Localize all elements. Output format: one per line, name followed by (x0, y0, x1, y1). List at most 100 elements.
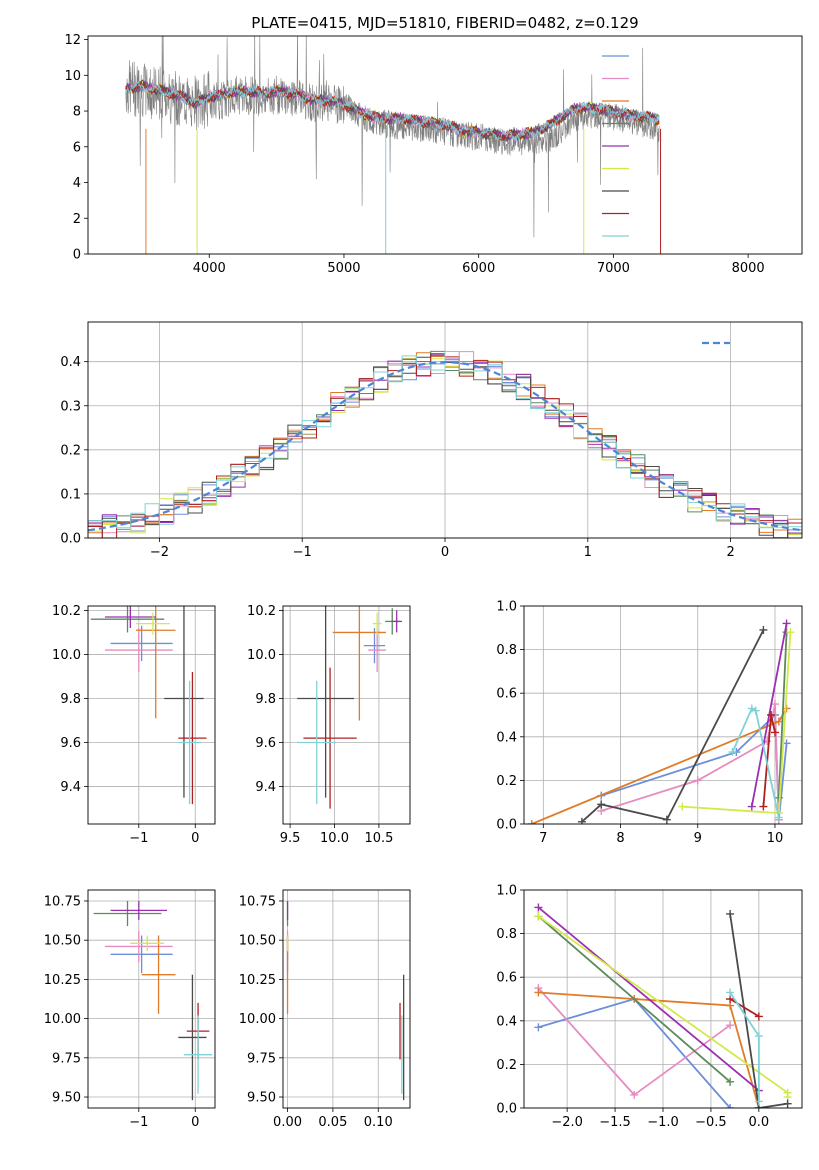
axes-frame (523, 605, 803, 825)
weight-marker (678, 802, 687, 811)
plot-area (90, 606, 207, 805)
histogram-kroupa-stelib-line (88, 351, 802, 529)
x-tick-label: 9 (694, 831, 702, 846)
plot-area (286, 900, 405, 1101)
plot-background (88, 606, 215, 824)
weight-marker (534, 988, 543, 997)
y-tick-label: 0.0 (496, 1102, 517, 1117)
plot-background (88, 890, 215, 1108)
y-tick-label: 0.2 (496, 1058, 517, 1073)
y-tick-label: 9.8 (255, 692, 276, 707)
y-tick-label: 10 (64, 69, 81, 84)
weight-marker (726, 1021, 735, 1030)
y-tick-label: 0.4 (496, 1014, 517, 1029)
x-tick-label: −2.0 (551, 1115, 583, 1130)
observed-spectrum-line (125, 36, 660, 238)
axes-frame (87, 35, 803, 255)
x-tick-label: 10 (767, 831, 784, 846)
y-tick-label: 12 (64, 33, 81, 48)
plot-area (297, 606, 403, 809)
y-tick-label: 10.50 (239, 934, 276, 949)
weight-marker (726, 1104, 735, 1108)
x-tick-label: 0.00 (273, 1115, 302, 1130)
axes-frame (87, 605, 216, 825)
weight-marker (747, 802, 756, 811)
x-tick-label: 7000 (597, 261, 630, 276)
y-tick-label: 9.50 (52, 1091, 81, 1106)
x-tick-label: 0.10 (364, 1115, 393, 1130)
y-tick-label: 9.6 (60, 736, 81, 751)
weight-marker (726, 909, 735, 918)
weight-marker (693, 776, 702, 785)
model-spectrum-kroupa-stelib-line (125, 81, 660, 142)
weight-marker (767, 711, 776, 719)
age-vs-mass-panel: 9.5 10.0 10.5 9.4 9.6 9.8 10.0 10.2 (247, 604, 411, 846)
x-tick-label: 0 (441, 545, 449, 560)
x-tick-label: 4000 (193, 261, 226, 276)
weight-marker (534, 912, 543, 921)
weight-marker (534, 1023, 543, 1032)
y-tick-label: 9.75 (52, 1051, 81, 1066)
x-tick-label: 10.0 (320, 831, 349, 846)
x-tick-label: −1.5 (599, 1115, 631, 1130)
plot-area (125, 36, 662, 254)
x-tick-label: 8000 (732, 261, 765, 276)
y-tick-label: 10.0 (247, 648, 276, 663)
x-tick-label: −1 (129, 1115, 148, 1130)
y-tick-label: 10.75 (239, 894, 276, 909)
y-tick-label: 10.25 (239, 973, 276, 988)
weight-marker (754, 1012, 763, 1021)
weight-marker (770, 700, 779, 709)
y-tick-label: 9.4 (255, 780, 276, 795)
weight-series-chabrier-elodie-line (777, 632, 788, 798)
weight-marker (774, 813, 783, 822)
y-tick-label: 10.0 (52, 648, 81, 663)
y-tick-label: 0.3 (60, 399, 81, 414)
y-tick-label: 0.1 (60, 487, 81, 502)
weight-series-chabrier-elodie-line (537, 915, 731, 1083)
x-tick-label: 10.5 (364, 831, 393, 846)
x-tick-label: 0.05 (318, 1115, 347, 1130)
normal-distribution-curve (88, 360, 802, 532)
weight-marker (759, 625, 768, 634)
x-tick-label: 2 (726, 545, 734, 560)
y-tick-label: 6 (73, 140, 81, 155)
x-tick-label: 0 (191, 1115, 199, 1130)
y-tick-label: 9.6 (255, 736, 276, 751)
weight-marker (630, 1090, 639, 1099)
y-tick-label: 10.75 (44, 894, 81, 909)
plot-background (283, 606, 410, 824)
weight-series-chabrier-stelib-line (729, 913, 788, 1108)
x-tick-label: −1 (293, 545, 312, 560)
y-tick-label: 0.8 (496, 643, 517, 658)
x-tick-label: 5000 (327, 261, 360, 276)
residuals-panel: −2 −1 0 1 2 0.0 0.1 0.2 0.3 0.4 (60, 321, 803, 560)
y-tick-label: 9.50 (247, 1091, 276, 1106)
y-tick-label: 0.2 (60, 443, 81, 458)
plot-area (93, 900, 213, 1101)
x-tick-label: 7 (539, 831, 547, 846)
x-tick-label: 0 (191, 831, 199, 846)
age-vs-metallicity-panel: −1 0 9.4 9.6 9.8 10.0 10.2 (52, 604, 216, 846)
y-tick-label: 10.2 (247, 604, 276, 619)
mass-vs-extinction-panel: 0.00 0.05 0.10 9.50 9.75 10.00 10.25 10.50 10.75 (239, 889, 411, 1130)
x-tick-label: −2 (150, 545, 169, 560)
figure-title: PLATE=0415, MJD=51810, FIBERID=0482, z=0… (251, 14, 638, 32)
plot-area (527, 619, 795, 824)
weight-series-kroupa-miles-line (538, 991, 760, 1108)
weight-marker (754, 1097, 763, 1106)
plot-area (88, 350, 802, 538)
plot-background (283, 890, 410, 1108)
y-tick-label: 10.00 (44, 1012, 81, 1027)
weight-marker (759, 802, 768, 811)
weight-marker (782, 619, 791, 628)
y-tick-label: 0.4 (496, 730, 517, 745)
weight-marker (728, 748, 737, 757)
y-tick-label: 1.0 (496, 600, 517, 615)
spectrum-panel: 4000 5000 6000 7000 8000 0 2 4 6 8 10 12 (64, 33, 803, 276)
weight-marker (770, 728, 779, 737)
y-tick-label: 10.2 (52, 604, 81, 619)
y-tick-label: 1.0 (496, 884, 517, 899)
y-tick-label: 9.8 (60, 692, 81, 707)
